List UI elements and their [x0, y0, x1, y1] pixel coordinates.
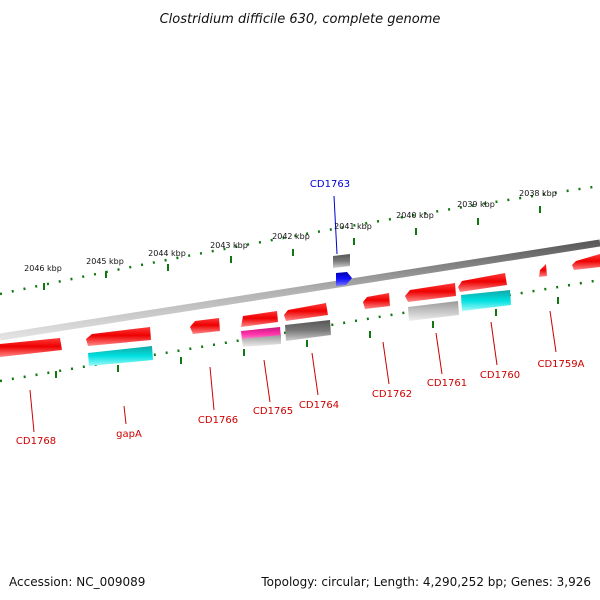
scale-label: 2045 kbp — [86, 257, 124, 266]
gene-label-cd1763: CD1763 — [310, 179, 350, 190]
gene-feature-cd1766 — [190, 318, 220, 334]
gene-label-cd1765: CD1765 — [253, 406, 293, 417]
scale-label: 2043 kbp — [210, 241, 248, 250]
misc-feature-cd1761-gray — [408, 301, 459, 321]
accession-text: Accession: NC_009089 — [9, 575, 145, 589]
misc-feature-cd1765-gray — [242, 335, 281, 347]
scale-ring-inner — [0, 278, 600, 383]
gene-feature-cd1764 — [284, 303, 328, 321]
gene-label-cd1762: CD1762 — [372, 389, 412, 400]
gene-feature-cd1763 — [336, 272, 352, 286]
inner-major-ticks — [55, 297, 559, 378]
gene-label-cd1759a: CD1759A — [538, 359, 585, 370]
scale-label: 2041 kbp — [334, 222, 372, 231]
gene-features — [0, 254, 600, 366]
gene-feature-gapa — [86, 327, 151, 346]
scale-ring-outer — [0, 184, 600, 296]
genome-backbone — [0, 239, 600, 341]
rna-feature-gapa — [88, 346, 153, 366]
misc-feature-cd1763-gray — [333, 254, 350, 268]
gene-label-gapa: gapA — [116, 429, 142, 440]
map-title: Clostridium difficile 630, complete geno… — [160, 12, 441, 27]
outer-major-ticks — [43, 206, 541, 290]
gene-feature-cd1760 — [458, 273, 507, 292]
gene-labels: CD1768 gapA CD1766 CD1765 CD1764 CD1763 … — [16, 179, 585, 447]
gene-feature-cd1761 — [405, 283, 456, 302]
scale-label: 2040 kbp — [396, 211, 434, 220]
gene-label-cd1768: CD1768 — [16, 436, 56, 447]
scale-label: 2042 kbp — [272, 232, 310, 241]
gene-feature-edge — [572, 254, 600, 270]
gene-label-cd1766: CD1766 — [198, 415, 238, 426]
misc-feature-cd1764-gray — [285, 320, 331, 341]
gene-feature-cd1765 — [241, 311, 278, 327]
gene-feature-cd1768 — [0, 338, 62, 357]
gene-label-cd1760: CD1760 — [480, 370, 520, 381]
rna-feature-cd1760 — [461, 290, 511, 311]
scale-labels: 2046 kbp 2045 kbp 2044 kbp 2043 kbp 2042… — [24, 189, 557, 273]
scale-label: 2046 kbp — [24, 264, 62, 273]
gene-feature-cd1759a — [539, 264, 547, 277]
gene-feature-cd1762 — [363, 293, 390, 309]
scale-label: 2044 kbp — [148, 249, 186, 258]
gene-label-cd1761: CD1761 — [427, 378, 467, 389]
genome-summary-text: Topology: circular; Length: 4,290,252 bp… — [260, 575, 591, 589]
scale-label: 2038 kbp — [519, 189, 557, 198]
scale-label: 2039 kbp — [457, 200, 495, 209]
gene-label-cd1764: CD1764 — [299, 400, 339, 411]
label-leaders — [29, 195, 557, 433]
